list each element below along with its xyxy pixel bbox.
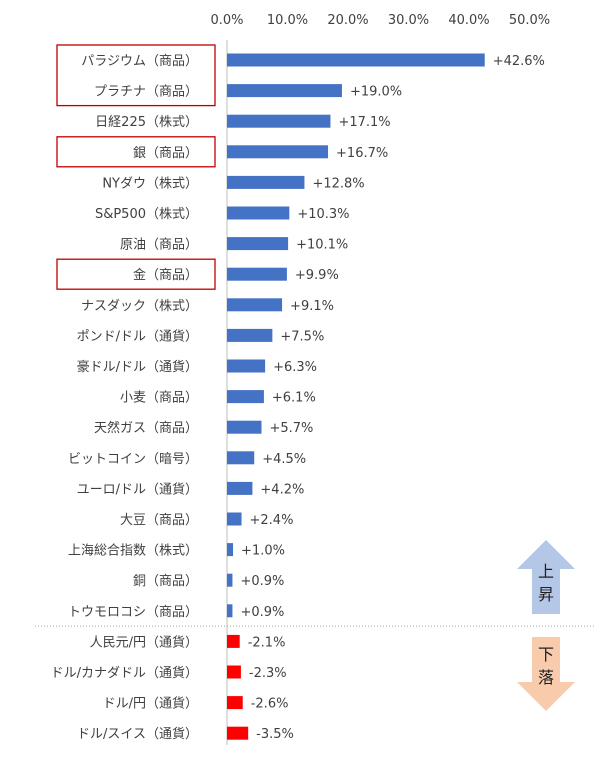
value-label: +12.8%	[312, 176, 364, 191]
category-labels: パラジウム（商品） プラチナ（商品） 日経225（株式） 銀（商品） NYダウ（株式） S…	[51, 54, 198, 742]
bar	[227, 237, 289, 251]
category-label: 天然ガス（商品）	[94, 420, 198, 436]
value-label: +10.3%	[297, 207, 349, 222]
category-label: 金（商品）	[133, 267, 198, 283]
x-tick-label: 20.0%	[327, 13, 368, 28]
category-label: パラジウム（商品）	[81, 54, 198, 69]
x-tick-label: 30.0%	[388, 13, 429, 28]
x-tick-label: 40.0%	[448, 13, 489, 28]
bar	[227, 53, 485, 67]
value-label: +0.9%	[240, 574, 284, 589]
bar-series	[227, 53, 485, 740]
bar	[227, 84, 342, 98]
category-label: 大豆（商品）	[120, 513, 198, 528]
value-label: +5.7%	[269, 421, 313, 436]
bar	[227, 696, 243, 710]
category-label: 銅（商品）	[133, 574, 198, 589]
value-label: +10.1%	[296, 238, 348, 253]
value-label: +17.1%	[338, 115, 390, 130]
bar	[227, 114, 331, 128]
value-label: +42.6%	[493, 54, 545, 69]
value-label: +1.0%	[241, 544, 285, 559]
bar	[227, 175, 305, 189]
category-label: ナスダック（株式）	[81, 299, 198, 314]
bar	[227, 267, 287, 281]
value-label: +6.1%	[272, 391, 316, 406]
highlight-box	[56, 44, 216, 107]
value-label: +2.4%	[250, 513, 294, 528]
bar	[227, 145, 329, 159]
up-label-char-2: 昇	[538, 585, 554, 604]
down-arrow: 下 落	[517, 637, 575, 711]
category-label: トウモロコシ（商品）	[68, 605, 198, 620]
category-label: 豪ドル/ドル（通貨）	[77, 359, 198, 375]
value-label: +9.1%	[290, 299, 334, 314]
bar	[227, 512, 242, 526]
down-label-char-2: 落	[538, 668, 554, 687]
category-label: ビットコイン（暗号）	[68, 452, 198, 467]
value-label: +9.9%	[295, 268, 339, 283]
up-label-char-1: 上	[538, 562, 554, 581]
bar	[227, 390, 264, 404]
value-label: -2.3%	[249, 666, 287, 681]
highlight-box	[56, 136, 216, 168]
category-label: ユーロ/ドル（通貨）	[77, 481, 198, 497]
up-arrow-icon	[517, 540, 575, 614]
value-label: +4.2%	[260, 482, 304, 497]
x-axis-ticks: 0.0% 10.0% 20.0% 30.0% 40.0% 50.0%	[210, 13, 550, 28]
category-label: 原油（商品）	[120, 238, 198, 253]
bar	[227, 573, 233, 587]
bar	[227, 634, 240, 648]
bar	[227, 298, 283, 312]
down-label-char-1: 下	[538, 645, 554, 664]
bar	[227, 420, 262, 434]
highlight-box	[56, 258, 216, 290]
value-label: +19.0%	[350, 85, 402, 100]
x-tick-label: 0.0%	[210, 13, 243, 28]
category-label: ポンド/ドル（通貨）	[77, 328, 198, 344]
category-label: 上海総合指数（株式）	[68, 544, 198, 559]
up-arrow: 上 昇	[517, 540, 575, 614]
bar	[227, 359, 266, 373]
value-label: -2.6%	[251, 697, 289, 712]
bar	[227, 481, 253, 495]
bar	[227, 328, 273, 342]
value-label: -2.1%	[248, 635, 286, 650]
category-label: 日経225（株式）	[95, 115, 198, 130]
value-label: +7.5%	[280, 329, 324, 344]
category-label: 銀（商品）	[133, 146, 198, 161]
x-tick-label: 10.0%	[267, 13, 308, 28]
category-label: ドル/円（通貨）	[103, 696, 198, 712]
category-label: 人民元/円（通貨）	[90, 634, 198, 650]
category-label: ドル/カナダドル（通貨）	[51, 665, 198, 681]
category-label: プラチナ（商品）	[94, 85, 198, 100]
bar	[227, 451, 255, 465]
bar	[227, 726, 249, 740]
value-labels: +42.6% +19.0% +17.1% +16.7% +12.8% +10.3% +10.…	[240, 54, 544, 742]
value-label: +16.7%	[336, 146, 388, 161]
category-label: 小麦（商品）	[120, 391, 198, 406]
value-label: +6.3%	[273, 360, 317, 375]
bar	[227, 665, 241, 679]
value-label: +0.9%	[240, 605, 284, 620]
category-label: NYダウ（株式）	[102, 176, 198, 191]
category-label: ドル/スイス（通貨）	[77, 726, 198, 742]
category-label: S&P500（株式）	[95, 207, 198, 222]
down-arrow-icon	[517, 637, 575, 711]
bar	[227, 543, 234, 557]
highlight-boxes	[56, 44, 216, 290]
bar	[227, 604, 233, 618]
bar	[227, 206, 290, 220]
x-tick-label: 50.0%	[509, 13, 550, 28]
value-label: -3.5%	[256, 727, 294, 742]
value-label: +4.5%	[262, 452, 306, 467]
